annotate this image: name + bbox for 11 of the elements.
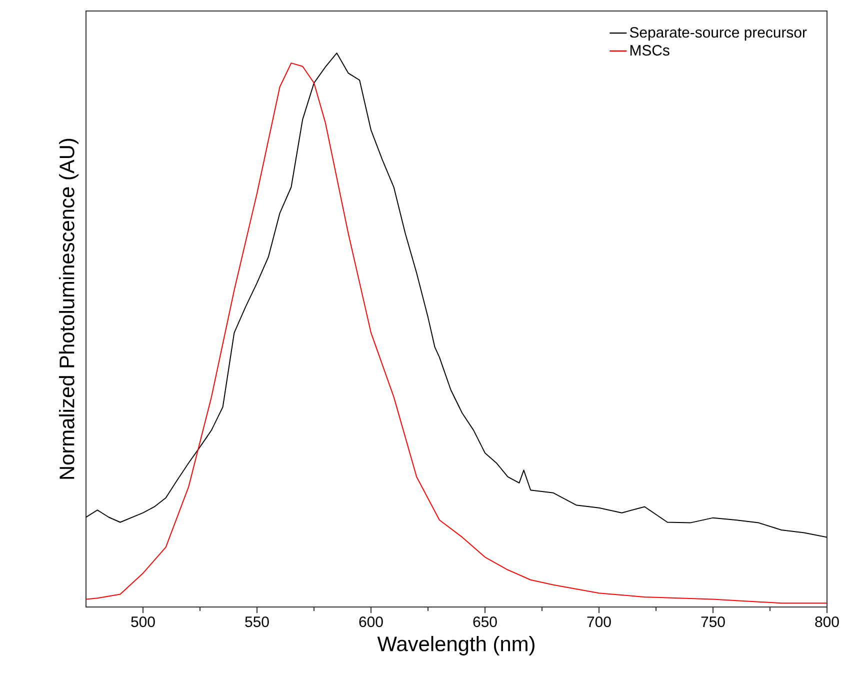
x-tick-label: 700	[587, 616, 611, 628]
legend-label: Separate-source precursor	[630, 27, 807, 41]
x-tick-label: 800	[815, 616, 839, 628]
y-axis-title: Normalized Photoluminescence (AU)	[58, 138, 78, 479]
x-tick-label: 550	[245, 616, 269, 628]
x-tick-label: 750	[701, 616, 725, 628]
x-tick-label: 500	[131, 616, 155, 628]
x-axis-title: Wavelength (nm)	[377, 636, 534, 656]
x-tick-label: 600	[359, 616, 383, 628]
legend-label: MSCs	[630, 45, 670, 56]
x-tick-label: 650	[473, 616, 497, 628]
